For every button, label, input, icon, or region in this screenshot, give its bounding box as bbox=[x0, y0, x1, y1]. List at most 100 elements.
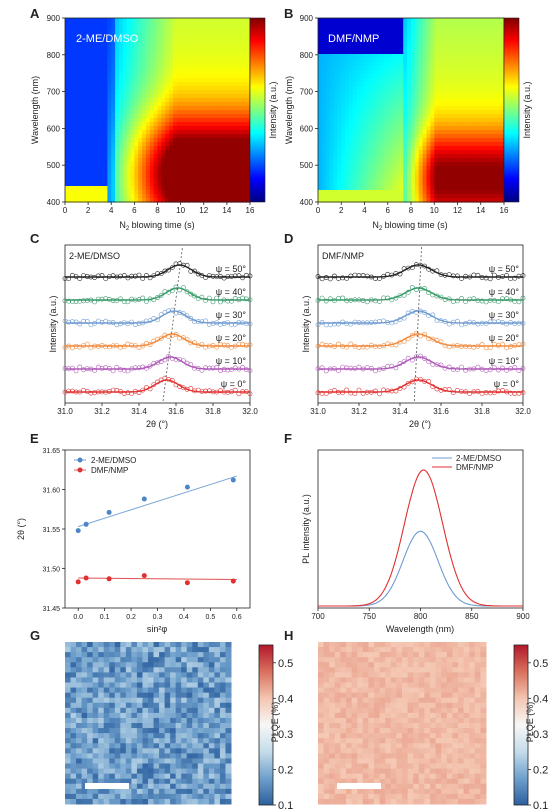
heatmap-cell bbox=[172, 146, 178, 151]
heatmap-cell bbox=[211, 38, 216, 43]
heatmap-cell bbox=[449, 110, 455, 115]
heatmap-cell bbox=[500, 22, 505, 27]
heatmap-cell bbox=[480, 166, 486, 171]
heatmap-cell bbox=[84, 34, 89, 39]
heatmap-cell bbox=[91, 42, 97, 47]
heatmap-cell bbox=[199, 78, 205, 83]
heatmap-cell bbox=[107, 130, 112, 135]
heatmap-cell bbox=[199, 82, 205, 87]
heatmap-cell bbox=[184, 106, 189, 111]
heatmap-cell bbox=[223, 142, 228, 147]
heatmap-cell bbox=[115, 198, 120, 203]
heatmap-cell bbox=[207, 98, 213, 103]
heatmap-cell bbox=[461, 26, 466, 31]
heatmap-cell bbox=[360, 138, 366, 143]
heatmap-cell bbox=[318, 102, 323, 107]
heatmap-cell bbox=[242, 174, 247, 179]
heatmap-cell bbox=[387, 78, 393, 83]
heatmap-cell bbox=[341, 198, 346, 203]
data-point bbox=[184, 386, 190, 392]
heatmap-cell bbox=[461, 74, 466, 79]
heatmap-cell bbox=[207, 110, 213, 115]
heatmap-cell bbox=[325, 198, 331, 203]
heatmap-cell bbox=[461, 186, 466, 191]
heatmap-cell bbox=[142, 182, 147, 187]
heatmap-cell bbox=[165, 18, 170, 23]
heatmap-cell bbox=[500, 94, 505, 99]
heatmap-cell bbox=[488, 142, 493, 147]
heatmap-cell bbox=[126, 86, 132, 91]
heatmap-cell bbox=[103, 126, 108, 131]
heatmap-cell bbox=[242, 194, 247, 199]
heatmap-cell bbox=[84, 138, 89, 143]
heatmap-cell bbox=[492, 54, 497, 59]
data-point bbox=[129, 296, 134, 302]
heatmap-cell bbox=[165, 106, 170, 111]
heatmap-cell bbox=[453, 26, 459, 31]
heatmap-cell bbox=[476, 98, 482, 103]
heatmap-cell bbox=[207, 74, 213, 79]
heatmap-cell bbox=[430, 166, 435, 171]
heatmap-cell bbox=[426, 166, 431, 171]
heatmap-cell bbox=[356, 30, 362, 35]
heatmap-cell bbox=[80, 62, 85, 67]
heatmap-cell bbox=[329, 126, 335, 131]
heatmap-cell bbox=[380, 66, 385, 71]
heatmap-cell bbox=[130, 138, 135, 143]
heatmap-cell bbox=[88, 134, 93, 139]
heatmap-cell bbox=[356, 34, 362, 39]
heatmap-cell bbox=[180, 78, 186, 83]
heatmap-cell bbox=[188, 174, 193, 179]
heatmap-cell bbox=[203, 166, 209, 171]
heatmap-cell bbox=[211, 190, 216, 195]
heatmap-cell bbox=[88, 182, 93, 187]
heatmap-cell bbox=[65, 74, 70, 79]
heatmap-cell bbox=[442, 162, 447, 167]
heatmap-cell bbox=[149, 98, 155, 103]
heatmap-cell bbox=[383, 66, 389, 71]
heatmap-cell bbox=[153, 110, 159, 115]
heatmap-cell bbox=[411, 134, 416, 139]
heatmap-cell bbox=[180, 154, 186, 159]
heatmap-cell bbox=[337, 22, 342, 27]
heatmap-cell bbox=[372, 198, 377, 203]
heatmap-cell bbox=[484, 186, 490, 191]
heatmap-cell bbox=[115, 26, 120, 31]
heatmap-cell bbox=[238, 38, 243, 43]
heatmap-cell bbox=[321, 30, 327, 35]
heatmap-cell bbox=[149, 22, 155, 27]
heatmap-cell bbox=[95, 166, 101, 171]
heatmap-cell bbox=[414, 158, 420, 163]
heatmap-cell bbox=[184, 158, 189, 163]
heatmap-cell bbox=[349, 30, 354, 35]
heatmap-cell bbox=[325, 150, 331, 155]
heatmap-cell bbox=[391, 122, 397, 127]
heatmap-cell bbox=[430, 106, 435, 111]
data-point bbox=[70, 365, 75, 371]
heatmap-cell bbox=[95, 170, 101, 175]
heatmap-cell bbox=[134, 122, 139, 127]
heatmap-cell bbox=[246, 102, 251, 107]
heatmap-cell bbox=[238, 126, 243, 131]
heatmap-cell bbox=[188, 166, 193, 171]
heatmap-cell bbox=[99, 158, 105, 163]
heatmap-cell bbox=[461, 110, 466, 115]
heatmap-cell bbox=[484, 78, 490, 83]
heatmap-cell bbox=[242, 26, 247, 31]
heatmap-cell bbox=[407, 26, 412, 31]
heatmap-cell bbox=[219, 138, 224, 143]
heatmap-cell bbox=[453, 114, 459, 119]
heatmap-cell bbox=[107, 78, 112, 83]
heatmap-cell bbox=[95, 82, 101, 87]
heatmap-cell bbox=[161, 158, 166, 163]
heatmap-cell bbox=[399, 90, 404, 95]
heatmap-cell bbox=[500, 142, 505, 147]
heatmap-cell bbox=[145, 118, 151, 123]
heatmap-cell bbox=[387, 70, 393, 75]
heatmap-cell bbox=[95, 130, 101, 135]
heatmap-cell bbox=[95, 158, 101, 163]
heatmap-cell bbox=[329, 34, 335, 39]
heatmap-cell bbox=[134, 102, 139, 107]
heatmap-cell bbox=[68, 118, 74, 123]
heatmap-cell bbox=[172, 42, 178, 47]
